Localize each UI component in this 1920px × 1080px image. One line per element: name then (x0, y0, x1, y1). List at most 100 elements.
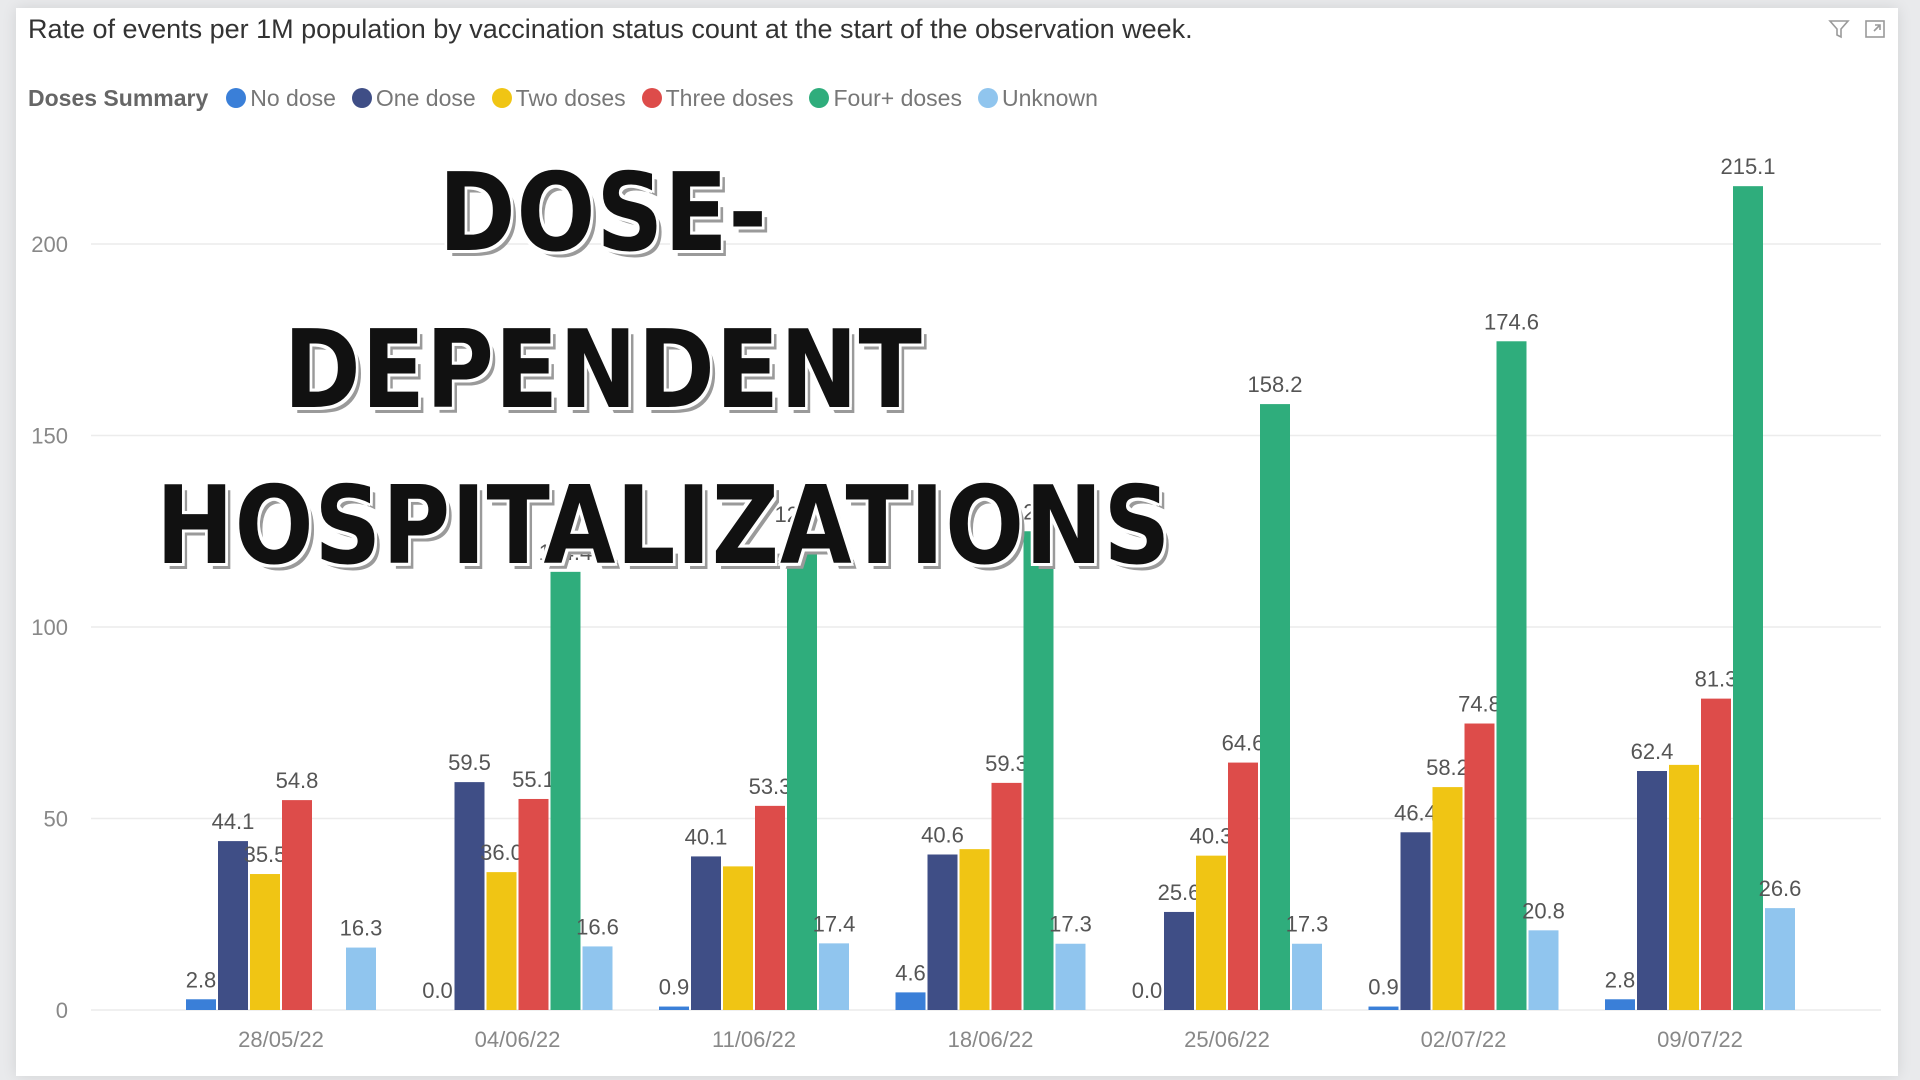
data-label: 2.8 (1605, 967, 1636, 992)
legend-label: Two doses (515, 84, 626, 111)
x-tick-label: 09/07/22 (1657, 1027, 1743, 1052)
data-label: 158.2 (1247, 372, 1302, 397)
data-label: 16.3 (340, 916, 383, 941)
bar-one-dose (454, 782, 485, 1010)
legend-title: Doses Summary (28, 84, 209, 111)
bar-three-doses (282, 800, 312, 1010)
legend-item-one-dose[interactable]: One dose (351, 84, 476, 112)
data-label: 17.3 (1286, 912, 1329, 937)
y-tick-label: 150 (31, 424, 68, 449)
y-tick-label: 100 (31, 615, 68, 640)
bar-one-dose (1637, 771, 1667, 1010)
legend-swatch (351, 88, 372, 108)
bar-three-doses (1701, 698, 1731, 1010)
bar-unknown (582, 946, 613, 1010)
bar-four-doses (1496, 341, 1527, 1011)
bar-chart: 0 50 100 150 200 28/05/22 2.8 44.1 35.5 54.8 16.3 0… (31, 154, 1881, 1052)
bar-no-dose (186, 999, 216, 1010)
data-label: 40.6 (921, 823, 964, 848)
data-label: 17.3 (1049, 912, 1092, 937)
bar-two-doses (250, 874, 280, 1010)
legend-label: One dose (375, 84, 476, 111)
data-label: 58.2 (1426, 755, 1469, 780)
data-label: 59.5 (448, 750, 491, 775)
bar-two-doses (1432, 787, 1463, 1010)
legend-item-two-doses[interactable]: Two doses (491, 84, 626, 112)
bar-four-doses (1260, 404, 1290, 1010)
focus-mode-icon[interactable] (1864, 18, 1886, 40)
legend-item-three-doses[interactable]: Three doses (641, 84, 794, 112)
legend-swatch (977, 88, 998, 108)
bar-four-doses (1023, 531, 1054, 1010)
overlay-headline: DOSE-DEPENDENT HOSPITALIZATIONS (156, 136, 1170, 606)
bar-four-doses (1733, 186, 1763, 1011)
chart-legend: Doses Summary No dose One dose Two doses… (28, 78, 1108, 118)
legend-label: Four+ doses (833, 84, 962, 111)
bar-unknown (1292, 943, 1322, 1010)
bar-two-doses (723, 866, 753, 1010)
data-label: 26.6 (1759, 876, 1802, 901)
bar-unknown (1055, 943, 1086, 1010)
x-tick-label: 25/06/22 (1184, 1027, 1270, 1052)
x-tick-label: 11/06/22 (712, 1027, 796, 1052)
data-label: 20.8 (1522, 898, 1565, 923)
bar-two-doses (1196, 855, 1226, 1010)
data-label: 59.3 (985, 751, 1028, 776)
filter-icon[interactable] (1828, 18, 1850, 40)
bar-one-dose (691, 856, 721, 1010)
data-label: 40.1 (685, 824, 728, 849)
data-label: 174.6 (1484, 309, 1539, 334)
y-tick-label: 50 (44, 807, 68, 832)
bar-no-dose (1605, 999, 1635, 1010)
legend-item-four-plus-doses[interactable]: Four+ doses (809, 85, 962, 112)
bar-no-dose (659, 1006, 689, 1010)
y-tick-label: 200 (31, 232, 68, 257)
data-label: 0.9 (659, 975, 690, 1000)
data-label: 2.8 (186, 967, 217, 992)
x-tick-label: 04/06/22 (475, 1027, 561, 1052)
chart-panel: Rate of events per 1M population by vacc… (16, 8, 1898, 1076)
bar-three-doses (991, 782, 1022, 1010)
bar-one-dose (218, 841, 248, 1010)
y-tick-label: 0 (56, 998, 68, 1023)
data-label: 81.3 (1695, 667, 1738, 692)
bar-unknown (819, 943, 849, 1010)
data-label: 17.4 (813, 911, 856, 936)
bar-one-dose (1400, 832, 1431, 1010)
bar-three-doses (518, 798, 549, 1010)
legend-item-unknown[interactable]: Unknown (977, 84, 1098, 112)
data-label: 25.6 (1158, 880, 1201, 905)
legend-item-no-dose[interactable]: No dose (226, 85, 336, 112)
legend-swatch (809, 88, 830, 108)
bar-one-dose (1164, 911, 1194, 1010)
data-label: 125.0 (1011, 499, 1066, 524)
bar-two-doses (486, 872, 517, 1010)
bar-four-doses (550, 571, 581, 1010)
legend-label: Three doses (665, 84, 794, 111)
bar-two-doses (1669, 764, 1699, 1010)
legend-label: Unknown (1001, 84, 1098, 111)
legend-swatch (226, 88, 247, 108)
overlay-line-1: DOSE-DEPENDENT (283, 151, 923, 433)
data-label: 0.0 (1132, 978, 1163, 1003)
bar-one-dose (927, 854, 958, 1010)
data-label: 36.0 (480, 840, 523, 865)
bar-three-doses (1228, 762, 1258, 1010)
data-label: 16.6 (576, 914, 619, 939)
legend-label: No dose (250, 84, 336, 111)
bar-two-doses (959, 849, 990, 1010)
legend-swatch (491, 88, 512, 108)
data-label: 44.1 (212, 809, 255, 834)
bar-unknown (346, 947, 376, 1010)
x-tick-label: 18/06/22 (948, 1027, 1034, 1052)
visual-header-icons (1828, 18, 1886, 40)
data-label: 53.3 (749, 774, 792, 799)
chart-title: Rate of events per 1M population by vacc… (28, 14, 1193, 44)
bar-no-dose (1368, 1006, 1399, 1010)
bar-unknown (1528, 930, 1559, 1010)
data-label: 74.8 (1458, 692, 1501, 717)
data-label: 114.4 (539, 540, 592, 565)
data-label: 64.6 (1222, 731, 1265, 756)
data-label: 54.8 (276, 768, 319, 793)
data-label: 124.3 (774, 502, 829, 527)
